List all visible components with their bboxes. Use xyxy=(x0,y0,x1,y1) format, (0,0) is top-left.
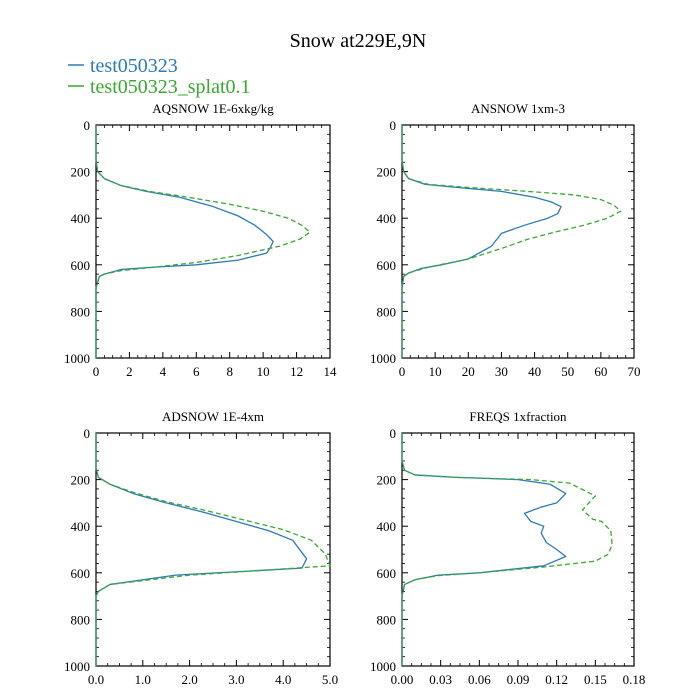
ansnow-xtick-label: 0 xyxy=(399,364,406,379)
adsnow-ytick-label: 400 xyxy=(71,519,91,534)
adsnow-xtick-label: 5.0 xyxy=(322,672,338,687)
adsnow-xtick-label: 4.0 xyxy=(275,672,291,687)
aqsnow-xtick-label: 8 xyxy=(226,364,233,379)
ansnow-frame xyxy=(401,124,635,359)
freqs-xtick-label: 0.00 xyxy=(391,672,414,687)
adsnow-xtick-label: 2.0 xyxy=(181,672,197,687)
figure-title: Snow at229E,9N xyxy=(290,30,427,52)
aqsnow-xtick-label: 0 xyxy=(93,364,100,379)
panel-freqs: FREQS 1xfraction 0.00 0.03 0.06 0.09 0.12 0.15… xyxy=(370,409,645,687)
freqs-title: FREQS 1xfraction xyxy=(469,409,567,424)
adsnow-ytick-label: 0 xyxy=(84,426,91,441)
ansnow-ytick-label: 400 xyxy=(377,211,397,226)
freqs-ytick-label: 0 xyxy=(390,426,397,441)
adsnow-series-test050323-splat0-1 xyxy=(95,433,331,666)
freqs-ytick-label: 1000 xyxy=(370,659,396,674)
freqs-xtick-label: 0.09 xyxy=(507,672,530,687)
aqsnow-ytick-label: 1000 xyxy=(64,351,90,366)
panel-adsnow: ADSNOW 1E-4xm 0.0 1.0 2.0 3.0 4.0 5.0 0 200 400 60… xyxy=(64,409,338,687)
panel-ansnow: ANSNOW 1xm-3 0 10 20 30 40 50 60 70 0 200 400 600 800… xyxy=(370,101,641,379)
freqs-series-test050323 xyxy=(401,433,567,666)
aqsnow-series-test050323-splat0-1 xyxy=(95,125,311,358)
ansnow-series-test050323 xyxy=(401,125,562,358)
adsnow-ytick-label: 200 xyxy=(71,473,91,488)
aqsnow-ytick-label: 0 xyxy=(84,118,91,133)
legend: test050323 test050323_splat0.1 xyxy=(68,55,251,98)
adsnow-ytick-label: 600 xyxy=(71,566,91,581)
aqsnow-xtick-label: 10 xyxy=(257,364,270,379)
ansnow-xtick-label: 60 xyxy=(594,364,607,379)
freqs-ytick-label: 600 xyxy=(377,566,397,581)
aqsnow-ytick-label: 800 xyxy=(71,304,91,319)
adsnow-ytick-label: 1000 xyxy=(64,659,90,674)
ansnow-ytick-label: 600 xyxy=(377,258,397,273)
aqsnow-ytick-label: 600 xyxy=(71,258,91,273)
ansnow-ytick-label: 200 xyxy=(377,165,397,180)
panel-aqsnow: AQSNOW 1E-6xkg/kg 0 2 4 6 8 10 12 14 0 200 400 600 80… xyxy=(64,101,337,379)
aqsnow-title: AQSNOW 1E-6xkg/kg xyxy=(152,101,274,116)
aqsnow-series-test050323 xyxy=(95,125,274,358)
aqsnow-ytick-label: 400 xyxy=(71,211,91,226)
legend-label-2: test050323_splat0.1 xyxy=(90,76,251,98)
aqsnow-xtick-label: 12 xyxy=(290,364,303,379)
freqs-ytick-label: 200 xyxy=(377,473,397,488)
ansnow-ytick-label: 1000 xyxy=(370,351,396,366)
ansnow-xtick-label: 30 xyxy=(495,364,508,379)
adsnow-ytick-label: 800 xyxy=(71,612,91,627)
ansnow-xtick-label: 20 xyxy=(462,364,475,379)
freqs-ytick-label: 400 xyxy=(377,519,397,534)
legend-label-1: test050323 xyxy=(90,55,178,77)
ansnow-series-test050323-splat0-1 xyxy=(401,125,622,358)
aqsnow-ytick-label: 200 xyxy=(71,165,91,180)
ansnow-xtick-label: 10 xyxy=(429,364,442,379)
adsnow-frame xyxy=(95,432,331,667)
freqs-xtick-label: 0.06 xyxy=(468,672,491,687)
freqs-xtick-label: 0.03 xyxy=(429,672,452,687)
aqsnow-xtick-label: 2 xyxy=(126,364,133,379)
freqs-xtick-label: 0.15 xyxy=(584,672,607,687)
aqsnow-xtick-label: 14 xyxy=(324,364,338,379)
ansnow-xtick-label: 50 xyxy=(561,364,574,379)
ansnow-xtick-label: 70 xyxy=(628,364,641,379)
freqs-ytick-label: 800 xyxy=(377,612,397,627)
ansnow-ytick-label: 800 xyxy=(377,304,397,319)
adsnow-xtick-label: 1.0 xyxy=(135,672,151,687)
adsnow-xtick-label: 0.0 xyxy=(88,672,104,687)
aqsnow-xtick-label: 4 xyxy=(160,364,167,379)
aqsnow-xtick-label: 6 xyxy=(193,364,200,379)
freqs-series-test050323-splat0-1 xyxy=(401,433,613,666)
adsnow-xtick-label: 3.0 xyxy=(228,672,244,687)
ansnow-ytick-label: 0 xyxy=(390,118,397,133)
freqs-frame xyxy=(401,432,635,667)
adsnow-title: ADSNOW 1E-4xm xyxy=(162,409,264,424)
ansnow-title: ANSNOW 1xm-3 xyxy=(471,101,565,116)
ansnow-xtick-label: 40 xyxy=(528,364,541,379)
adsnow-series-test050323 xyxy=(95,433,308,666)
freqs-xtick-label: 0.12 xyxy=(545,672,568,687)
freqs-xtick-label: 0.18 xyxy=(623,672,646,687)
